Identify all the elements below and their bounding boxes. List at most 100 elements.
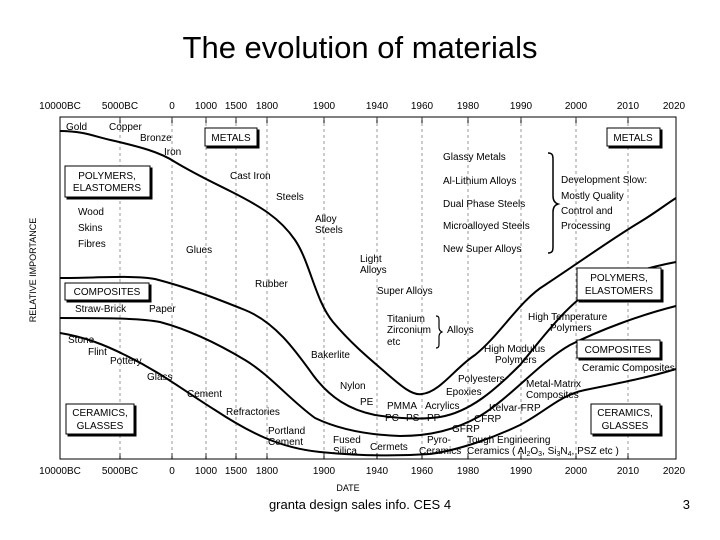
tick-marks	[119, 117, 629, 459]
label-glass: Glass	[147, 372, 173, 383]
label-high-temp-1: High Temperature	[528, 312, 608, 323]
tick-bottom-0: 0	[169, 466, 175, 477]
label-metal-matrix-1: Metal-Matrix	[526, 379, 581, 390]
label-dev-slow-3: Control and	[561, 206, 613, 217]
label-straw-brick: Straw-Brick	[75, 304, 127, 315]
metals-curve	[59, 130, 677, 396]
box-ceramics-left-line2: GLASSES	[77, 421, 124, 432]
label-epoxies: Epoxies	[446, 387, 482, 398]
tick-bottom-1980: 1980	[457, 466, 480, 477]
label-titanium: Titanium	[387, 314, 425, 325]
label-fused-2: Silica	[333, 446, 357, 457]
label-dev-slow-1: Development Slow:	[561, 175, 647, 186]
box-ceramics-right-line1: CERAMICS,	[597, 408, 653, 419]
box-metals-right-label: METALS	[613, 133, 653, 144]
tick-bottom-1800: 1800	[256, 466, 279, 477]
top-axis-ticks: 10000BC 5000BC 0 1000 1500 1800 1900 194…	[39, 101, 685, 112]
label-cement: Cement	[187, 389, 222, 400]
box-polymers-left: POLYMERS, ELASTOMERS	[64, 165, 151, 198]
label-zirconium: Zirconium	[387, 325, 431, 336]
label-microalloyed: Microalloyed Steels	[443, 221, 530, 232]
tick-top-1800: 1800	[256, 101, 279, 112]
label-high-temp-2: Polymers	[550, 323, 592, 334]
label-pp: PP	[427, 413, 441, 424]
label-pottery: Pottery	[110, 356, 142, 367]
label-ceramic-composites: Ceramic Composites	[582, 363, 675, 374]
tick-top-1940: 1940	[366, 101, 389, 112]
label-skins: Skins	[78, 223, 102, 234]
box-polymers-right-line2: ELASTOMERS	[585, 286, 653, 297]
box-composites-right-label: COMPOSITES	[585, 345, 652, 356]
box-metals-right: METALS	[606, 127, 661, 147]
label-nylon: Nylon	[340, 381, 366, 392]
box-ceramics-left-line1: CERAMICS,	[72, 408, 128, 419]
box-polymers-left-line1: POLYMERS,	[78, 171, 136, 182]
label-gfrp: GFRP	[452, 424, 480, 435]
tick-bottom-2010: 2010	[617, 466, 640, 477]
tick-top-5000bc: 5000BC	[102, 101, 138, 112]
tick-top-2020: 2020	[663, 101, 686, 112]
label-tough-engineering: Tough Engineering	[467, 435, 550, 446]
tick-top-2010: 2010	[617, 101, 640, 112]
tick-top-1000: 1000	[195, 101, 218, 112]
label-high-modulus-1: High Modulus	[484, 344, 545, 355]
polymers-curve	[59, 261, 677, 420]
tick-bottom-1900: 1900	[313, 466, 336, 477]
tick-bottom-2020: 2020	[663, 466, 686, 477]
label-al-li: Al-Lithium Alloys	[443, 176, 516, 187]
x-axis-label: DATE	[336, 483, 359, 493]
diagram-frame	[59, 116, 677, 460]
label-bronze: Bronze	[140, 133, 172, 144]
slide-title: The evolution of materials	[182, 30, 538, 65]
label-metal-matrix-2: Composites	[526, 390, 579, 401]
label-pyro-1: Pyro-	[427, 435, 451, 446]
tick-bottom-1990: 1990	[510, 466, 533, 477]
page-number: 3	[682, 497, 690, 512]
box-metals-left-label: METALS	[211, 133, 251, 144]
label-super-alloys: Super Alloys	[377, 286, 433, 297]
tick-bottom-2000: 2000	[565, 466, 588, 477]
label-refractories: Refractories	[226, 407, 280, 418]
label-steels: Steels	[276, 192, 304, 203]
brace-new-metals	[547, 152, 561, 254]
label-light-alloys-2: Alloys	[360, 265, 387, 276]
tick-top-0: 0	[169, 101, 175, 112]
y-axis-label: RELATIVE IMPORTANCE	[28, 218, 38, 323]
tick-top-1990: 1990	[510, 101, 533, 112]
label-iron: Iron	[164, 147, 181, 158]
tick-bottom-1000: 1000	[195, 466, 218, 477]
label-high-modulus-2: Polymers	[495, 355, 537, 366]
tick-top-1980: 1980	[457, 101, 480, 112]
box-composites-left: COMPOSITES	[64, 282, 150, 301]
label-pyro-2: Ceramics	[419, 446, 461, 457]
label-cast-iron: Cast Iron	[230, 171, 271, 182]
label-pc: PC	[385, 413, 399, 424]
label-portland-1: Portland	[268, 426, 305, 437]
tick-bottom-10000bc: 10000BC	[39, 466, 81, 477]
label-wood: Wood	[78, 207, 104, 218]
label-kelvar-frp: Kelvar-FRP	[489, 403, 541, 414]
box-ceramics-left: CERAMICS, GLASSES	[65, 403, 135, 435]
tick-bottom-1940: 1940	[366, 466, 389, 477]
label-rubber: Rubber	[255, 279, 288, 290]
tick-bottom-5000bc: 5000BC	[102, 466, 138, 477]
composites-curve	[59, 305, 677, 438]
box-composites-right: COMPOSITES	[576, 339, 661, 359]
label-polyesters: Polyesters	[458, 374, 505, 385]
label-ps: PS	[406, 413, 420, 424]
label-cfrp: CFRP	[474, 414, 502, 425]
tick-top-2000: 2000	[565, 101, 588, 112]
tick-bottom-1960: 1960	[411, 466, 434, 477]
tick-top-10000bc: 10000BC	[39, 101, 81, 112]
bottom-axis-ticks: 10000BC 5000BC 0 1000 1500 1800 1900 194…	[39, 466, 685, 477]
label-ceramics-formula: Ceramics ( Al2O3, Si3N4, PSZ etc )	[467, 446, 619, 458]
tick-bottom-1500: 1500	[225, 466, 248, 477]
label-light-alloys-1: Light	[360, 254, 382, 265]
box-composites-left-label: COMPOSITES	[74, 287, 141, 298]
label-paper: Paper	[149, 304, 176, 315]
label-dev-slow-4: Processing	[561, 221, 610, 232]
box-ceramics-right: CERAMICS, GLASSES	[590, 403, 661, 435]
tick-top-1500: 1500	[225, 101, 248, 112]
label-pe: PE	[360, 397, 374, 408]
